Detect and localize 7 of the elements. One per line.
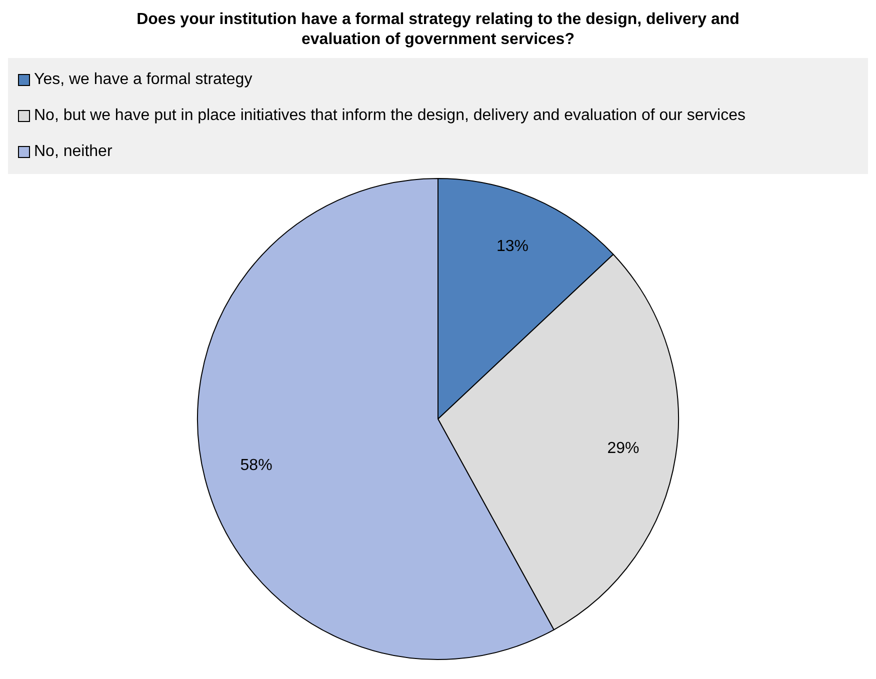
- chart-title: Does your institution have a formal strategy relating to the design, delivery and evaluation of government services?: [136, 10, 740, 50]
- legend-label: Yes, we have a formal strategy: [34, 70, 252, 90]
- legend-label: No, but we have put in place initiatives that inform the design, delivery and evaluation of our services: [34, 106, 746, 126]
- data-label: 29%: [607, 440, 640, 457]
- data-label: 58%: [240, 457, 272, 474]
- data-label: 13%: [496, 238, 529, 256]
- legend-label: No, neither: [34, 142, 112, 162]
